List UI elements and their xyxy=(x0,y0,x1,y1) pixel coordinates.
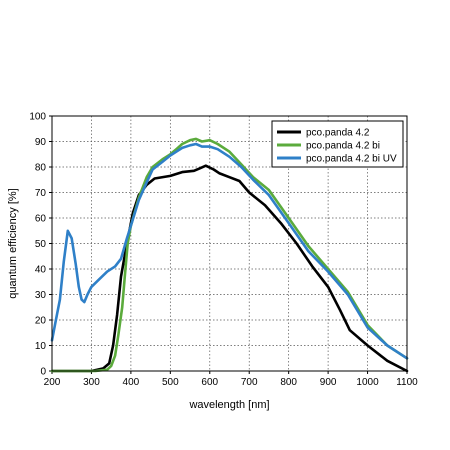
y-tick-label: 20 xyxy=(35,316,47,327)
x-tick-label: 1000 xyxy=(356,377,379,388)
x-tick-label: 300 xyxy=(83,377,100,388)
series-line-pco-panda-4-2-bi-uv xyxy=(50,142,409,360)
y-tick-label: 10 xyxy=(35,341,47,352)
plot-frame xyxy=(51,115,408,372)
x-tick-label: 500 xyxy=(162,377,179,388)
y-tick-labels: 0 10 20 30 40 50 60 70 80 90 100 xyxy=(29,112,52,378)
y-tick-label: 50 xyxy=(35,239,47,250)
y-axis-label: quantum efficiency [%] xyxy=(7,188,19,298)
x-tick-label: 600 xyxy=(201,377,218,388)
legend-entry-pco-panda-4-2-bi: pco.panda 4.2 bi xyxy=(306,141,380,152)
series-lines xyxy=(50,137,409,373)
x-tick-label: 700 xyxy=(241,377,258,388)
x-axis-label: wavelength [nm] xyxy=(188,399,269,411)
y-tick-label: 0 xyxy=(40,367,46,378)
series-line-pco-panda-4-2 xyxy=(50,164,409,373)
x-tick-label: 900 xyxy=(320,377,337,388)
y-tick-label: 70 xyxy=(35,188,47,199)
y-tick-label: 100 xyxy=(29,112,46,123)
x-tick-label: 400 xyxy=(123,377,140,388)
y-tick-label: 90 xyxy=(35,137,47,148)
y-tick-label: 40 xyxy=(35,265,47,276)
legend-entry-pco-panda-4-2-bi-uv: pco.panda 4.2 bi UV xyxy=(306,154,397,165)
y-tick-label: 60 xyxy=(35,214,47,225)
series-line-pco-panda-4-2-bi xyxy=(50,137,409,373)
legend-entry-pco-panda-4-2: pco.panda 4.2 xyxy=(306,128,370,139)
y-tick-label: 80 xyxy=(35,163,47,174)
x-tick-label: 1100 xyxy=(396,377,418,388)
x-tick-label: 800 xyxy=(280,377,297,388)
x-tick-label: 200 xyxy=(44,377,61,388)
y-tick-label: 30 xyxy=(35,290,47,301)
legend: pco.panda 4.2 pco.panda 4.2 bi pco.panda… xyxy=(271,120,404,168)
